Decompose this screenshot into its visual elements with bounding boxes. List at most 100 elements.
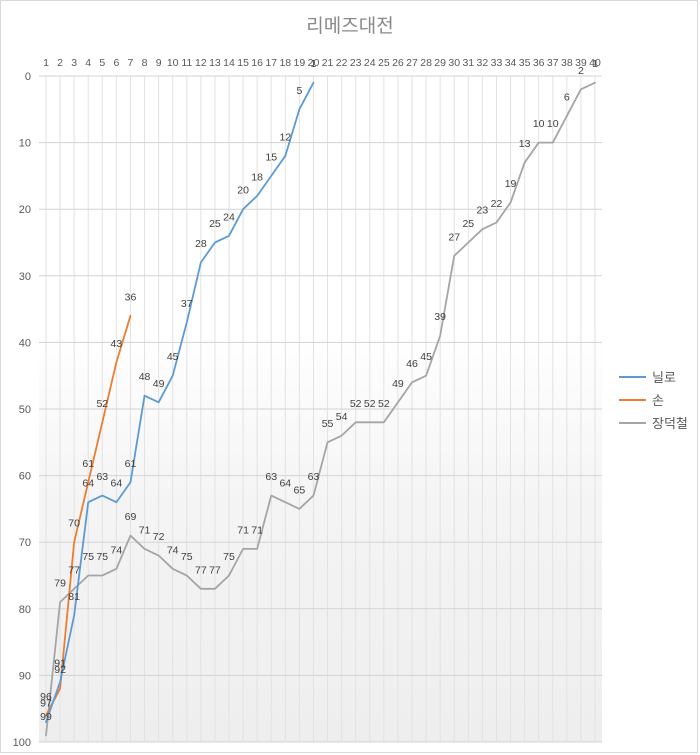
- svg-text:5: 5: [99, 57, 105, 69]
- svg-text:29: 29: [434, 57, 446, 69]
- svg-text:100: 100: [13, 737, 31, 749]
- svg-text:32: 32: [477, 57, 489, 69]
- svg-text:50: 50: [19, 404, 31, 416]
- svg-text:91: 91: [54, 658, 66, 670]
- svg-text:13: 13: [519, 138, 531, 150]
- svg-text:52: 52: [350, 398, 362, 410]
- svg-text:63: 63: [265, 471, 277, 483]
- svg-text:75: 75: [181, 551, 193, 563]
- svg-text:38: 38: [561, 57, 573, 69]
- svg-text:10: 10: [533, 118, 545, 130]
- svg-text:46: 46: [406, 358, 418, 370]
- svg-text:26: 26: [392, 57, 404, 69]
- svg-text:27: 27: [406, 57, 418, 69]
- svg-text:15: 15: [237, 57, 249, 69]
- svg-text:69: 69: [125, 511, 137, 523]
- svg-text:21: 21: [322, 57, 334, 69]
- svg-text:20: 20: [19, 204, 31, 216]
- svg-text:14: 14: [223, 57, 235, 69]
- svg-text:36: 36: [533, 57, 545, 69]
- svg-text:52: 52: [378, 398, 390, 410]
- svg-text:2: 2: [57, 57, 63, 69]
- svg-text:97: 97: [40, 698, 52, 710]
- svg-text:63: 63: [96, 471, 108, 483]
- svg-text:80: 80: [19, 604, 31, 616]
- svg-text:3: 3: [71, 57, 77, 69]
- svg-text:24: 24: [364, 57, 376, 69]
- svg-text:52: 52: [364, 398, 376, 410]
- svg-text:10: 10: [19, 138, 31, 150]
- svg-text:1: 1: [311, 58, 317, 70]
- svg-text:63: 63: [308, 471, 320, 483]
- svg-text:24: 24: [223, 211, 235, 223]
- svg-text:45: 45: [420, 351, 432, 363]
- svg-text:35: 35: [519, 57, 531, 69]
- svg-text:61: 61: [82, 458, 94, 470]
- svg-text:36: 36: [125, 291, 137, 303]
- svg-text:52: 52: [96, 398, 108, 410]
- svg-text:31: 31: [462, 57, 474, 69]
- svg-text:37: 37: [181, 298, 193, 310]
- svg-text:77: 77: [209, 564, 221, 576]
- svg-text:60: 60: [19, 471, 31, 483]
- svg-text:10: 10: [167, 57, 179, 69]
- svg-text:25: 25: [378, 57, 390, 69]
- svg-text:65: 65: [294, 484, 306, 496]
- svg-text:20: 20: [237, 185, 249, 197]
- svg-text:18: 18: [279, 57, 291, 69]
- svg-text:71: 71: [251, 524, 263, 536]
- svg-text:5: 5: [296, 85, 302, 97]
- svg-text:45: 45: [167, 351, 179, 363]
- svg-text:1: 1: [592, 58, 598, 70]
- svg-text:75: 75: [96, 551, 108, 563]
- svg-text:17: 17: [265, 57, 277, 69]
- svg-text:75: 75: [223, 551, 235, 563]
- svg-text:10: 10: [547, 118, 559, 130]
- svg-text:30: 30: [19, 271, 31, 283]
- svg-text:25: 25: [209, 218, 221, 230]
- svg-text:99: 99: [40, 711, 52, 723]
- svg-text:70: 70: [19, 537, 31, 549]
- svg-text:8: 8: [142, 57, 148, 69]
- svg-text:13: 13: [209, 57, 221, 69]
- svg-text:54: 54: [336, 411, 348, 423]
- svg-text:6: 6: [113, 57, 119, 69]
- svg-text:37: 37: [547, 57, 559, 69]
- svg-text:74: 74: [111, 544, 123, 556]
- svg-text:12: 12: [279, 131, 291, 143]
- svg-text:22: 22: [491, 198, 503, 210]
- svg-text:12: 12: [195, 57, 207, 69]
- svg-text:79: 79: [54, 578, 66, 590]
- svg-text:19: 19: [294, 57, 306, 69]
- svg-text:30: 30: [448, 57, 460, 69]
- svg-text:64: 64: [279, 478, 291, 490]
- svg-text:22: 22: [336, 57, 348, 69]
- svg-text:77: 77: [195, 564, 207, 576]
- svg-text:11: 11: [181, 57, 192, 69]
- svg-text:1: 1: [43, 57, 49, 69]
- svg-text:39: 39: [434, 311, 446, 323]
- svg-text:18: 18: [251, 171, 263, 183]
- svg-text:4: 4: [85, 57, 91, 69]
- svg-text:27: 27: [448, 231, 460, 243]
- svg-text:15: 15: [265, 151, 277, 163]
- svg-text:43: 43: [111, 338, 123, 350]
- svg-text:77: 77: [68, 564, 80, 576]
- svg-text:40: 40: [19, 337, 31, 349]
- svg-text:55: 55: [322, 418, 334, 430]
- svg-text:6: 6: [564, 91, 570, 103]
- svg-text:49: 49: [392, 378, 404, 390]
- svg-text:23: 23: [477, 205, 489, 217]
- svg-text:71: 71: [139, 524, 151, 536]
- svg-text:16: 16: [251, 57, 263, 69]
- svg-text:49: 49: [153, 378, 165, 390]
- svg-text:19: 19: [505, 178, 517, 190]
- svg-text:74: 74: [167, 544, 179, 556]
- svg-text:23: 23: [350, 57, 362, 69]
- svg-text:25: 25: [462, 218, 474, 230]
- svg-text:64: 64: [82, 478, 94, 490]
- svg-text:34: 34: [505, 57, 517, 69]
- svg-text:90: 90: [19, 670, 31, 682]
- svg-text:72: 72: [153, 531, 165, 543]
- svg-text:7: 7: [128, 57, 134, 69]
